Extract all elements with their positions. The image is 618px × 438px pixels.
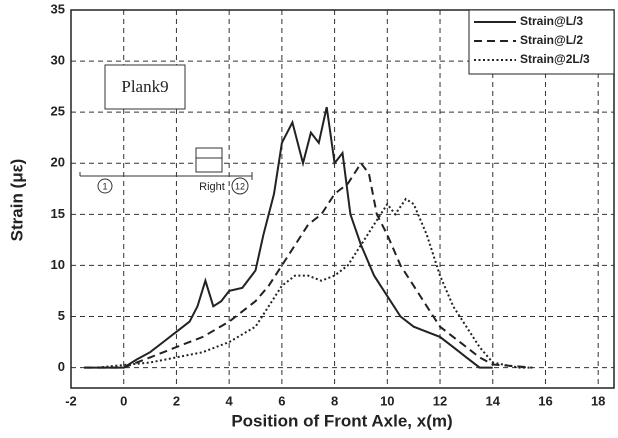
x-tick-label: 0 xyxy=(120,393,127,408)
y-axis-label: Strain (με) xyxy=(7,159,26,242)
x-tick-label: 14 xyxy=(486,393,501,408)
y-tick-label: 20 xyxy=(51,155,65,170)
annotation: 12 xyxy=(235,181,245,191)
x-tick-label: 16 xyxy=(538,393,552,408)
y-tick-label: 25 xyxy=(51,104,65,119)
legend: Strain@L/3 Strain@L/2 Strain@2L/3 xyxy=(468,9,615,75)
x-tick-label: 12 xyxy=(433,393,447,408)
x-tick-label: 2 xyxy=(173,393,180,408)
x-tick-label: 4 xyxy=(226,393,234,408)
line xyxy=(84,161,533,369)
y-tick-label: 15 xyxy=(51,206,65,221)
legend-label: Strain@L/2 xyxy=(520,33,583,47)
y-tick-label: 35 xyxy=(51,1,65,16)
annotation: Plank9 xyxy=(121,77,168,96)
x-tick-label: 18 xyxy=(591,393,605,408)
legend-label: Strain@2L/3 xyxy=(520,52,590,66)
annotation: 1 xyxy=(102,181,107,191)
y-tick-label: 10 xyxy=(51,257,65,272)
legend-label: Strain@L/3 xyxy=(520,14,583,28)
line xyxy=(97,197,533,369)
y-tick-label: 30 xyxy=(51,53,65,68)
line xyxy=(84,106,493,369)
annotation: Right xyxy=(199,181,225,193)
x-tick-label: 6 xyxy=(278,393,285,408)
plot: 0 5 10 15 20 25 30 35 -2 0 2 4 6 8 10 12 14 16 18 Strain@L/… xyxy=(51,1,615,408)
x-axis-label: Position of Front Axle, x(m) xyxy=(231,411,452,430)
x-tick-label: -2 xyxy=(65,393,77,408)
plot-frame xyxy=(70,9,615,389)
bridge-diagram xyxy=(79,147,253,195)
x-tick-label: 10 xyxy=(380,393,394,408)
annotation-box xyxy=(104,64,186,110)
y-tick-label: 5 xyxy=(58,308,65,323)
x-tick-label: 8 xyxy=(331,393,338,408)
y-tick-label: 0 xyxy=(58,359,65,374)
